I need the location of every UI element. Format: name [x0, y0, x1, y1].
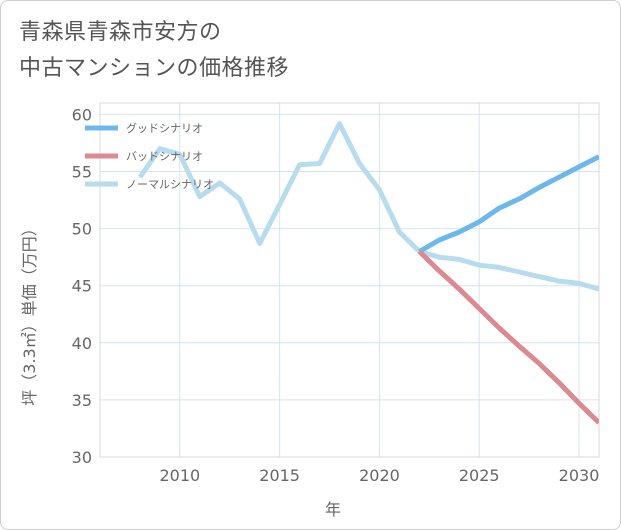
chart-title-line-2: 中古マンションの価格推移	[19, 56, 290, 81]
x-tick-label: 2030	[559, 466, 600, 485]
chart-title: 青森県青森市安方の 中古マンションの価格推移	[19, 15, 289, 87]
y-axis-label: 坪（3.3㎡）単価（万円）	[20, 220, 39, 405]
y-tick-label: 50	[72, 220, 92, 239]
y-tick-label: 55	[72, 163, 92, 182]
y-tick-label: 35	[72, 391, 92, 410]
series-layer	[137, 121, 599, 425]
y-tick-label: 30	[72, 448, 92, 467]
y-tick-label: 40	[72, 334, 92, 353]
x-tick-label: 2010	[159, 466, 200, 485]
x-axis-label: 年	[325, 500, 341, 519]
series-line-0	[418, 154, 599, 254]
legend-label: グッドシナリオ	[126, 121, 203, 135]
x-tick-label: 2015	[259, 466, 300, 485]
series-line-2	[137, 121, 599, 292]
legend-label: ノーマルシナリオ	[126, 178, 214, 191]
y-tick-label: 60	[72, 105, 92, 124]
y-axis-ticks: 30 35 40 45 50 55 60	[72, 105, 92, 467]
chart-title-line-1: 青森県青森市安方の	[19, 20, 222, 45]
legend-label: バッドシナリオ	[126, 150, 203, 163]
y-tick-label: 45	[72, 277, 92, 296]
x-tick-label: 2020	[359, 466, 400, 485]
x-tick-label: 2025	[459, 466, 500, 485]
series-line-1	[417, 249, 599, 425]
x-axis-ticks: 2010 2015 2020 2025 2030	[159, 466, 599, 485]
plot-area-border	[99, 102, 600, 458]
